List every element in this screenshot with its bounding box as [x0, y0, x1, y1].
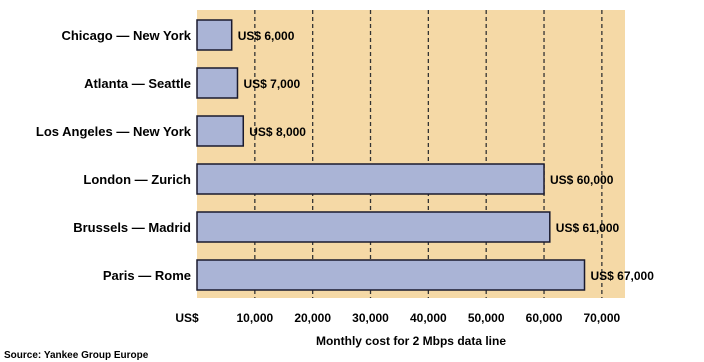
bar — [196, 115, 245, 147]
x-tick-labels: US$ 10,000 20,000 30,000 40,000 50,000 60,000 7… — [175, 311, 620, 325]
category-labels: Chicago — New York Atlanta — Seattle Los A… — [36, 28, 192, 283]
bar — [196, 211, 551, 243]
x-tick-label: 20,000 — [294, 311, 331, 325]
x-tick-label: 50,000 — [468, 311, 505, 325]
bar — [196, 259, 586, 291]
grid-lines — [254, 10, 603, 298]
data-label: US$ 61,000 — [556, 221, 620, 235]
category-label: London — Zurich — [83, 172, 191, 187]
category-label: Brussels — Madrid — [73, 220, 191, 235]
x-tick-label: US$ — [175, 311, 199, 325]
x-axis-title: Monthly cost for 2 Mbps data line — [316, 334, 506, 348]
x-tick-label: 70,000 — [584, 311, 621, 325]
data-label: US$ 7,000 — [243, 77, 300, 91]
category-label: Los Angeles — New York — [36, 124, 192, 139]
data-label: US$ 67,000 — [591, 269, 655, 283]
category-label: Atlanta — Seattle — [84, 76, 191, 91]
data-label: US$ 6,000 — [238, 29, 295, 43]
category-label: Chicago — New York — [61, 28, 191, 43]
data-label: US$ 8,000 — [249, 125, 306, 139]
data-labels: US$ 6,000 US$ 7,000 US$ 8,000 US$ 60,000 US$… — [238, 29, 655, 283]
plot-background — [197, 10, 625, 298]
bars — [196, 19, 586, 291]
bar — [196, 19, 233, 51]
source-label: Source: Yankee Group Europe — [4, 350, 149, 361]
bar — [196, 163, 545, 195]
data-label: US$ 60,000 — [550, 173, 614, 187]
x-tick-label: 60,000 — [526, 311, 563, 325]
x-tick-label: 40,000 — [410, 311, 447, 325]
x-tick-label: 10,000 — [236, 311, 273, 325]
x-tick-label: 30,000 — [352, 311, 389, 325]
category-label: Paris — Rome — [103, 268, 191, 283]
bar — [196, 67, 239, 99]
